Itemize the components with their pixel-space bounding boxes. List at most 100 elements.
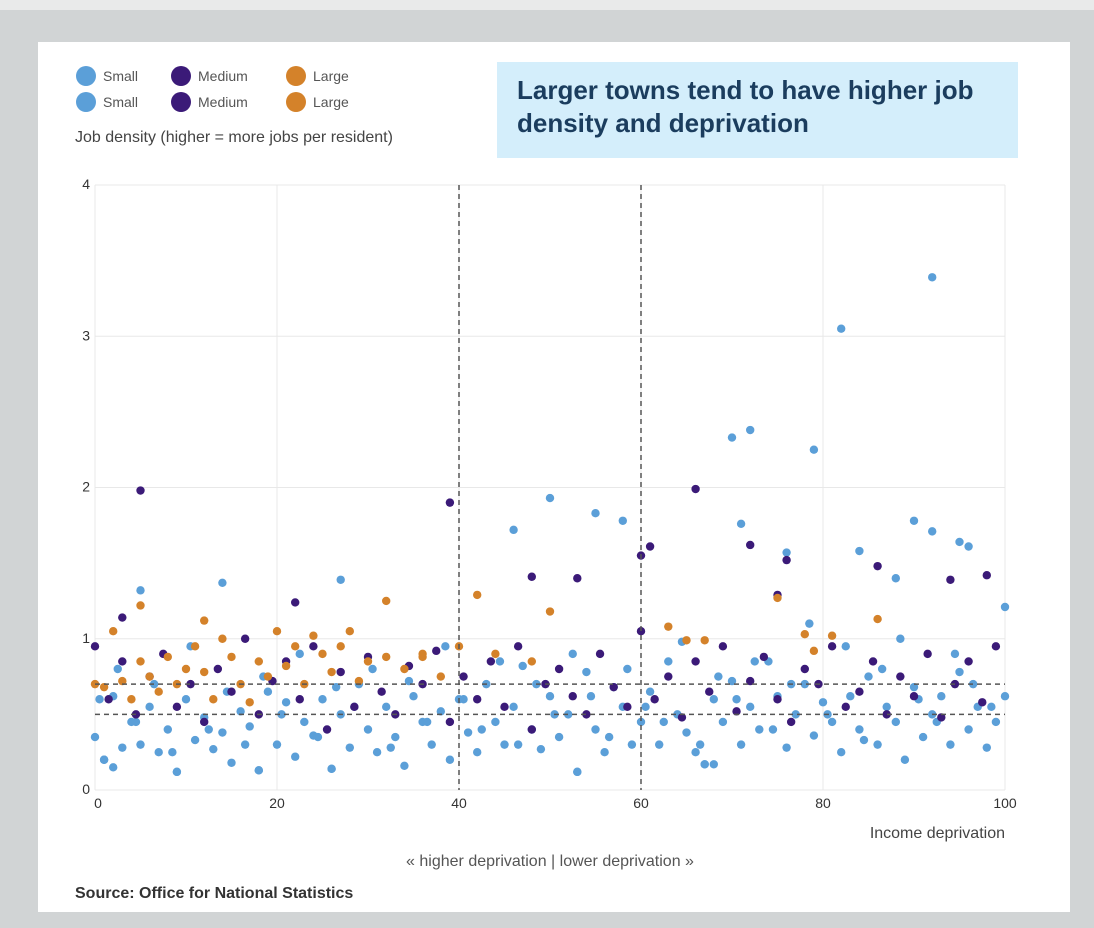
point — [272, 740, 282, 749]
point — [190, 735, 200, 745]
point — [709, 760, 718, 769]
point — [382, 702, 391, 712]
point — [536, 744, 546, 754]
point — [277, 710, 286, 719]
point — [445, 498, 455, 507]
point — [473, 695, 482, 704]
point — [873, 614, 882, 624]
point — [837, 324, 846, 333]
point — [609, 682, 618, 692]
point — [181, 695, 191, 704]
point — [891, 574, 900, 583]
point — [1000, 602, 1010, 612]
point — [582, 667, 591, 677]
point — [154, 687, 163, 696]
point — [573, 574, 582, 583]
point — [145, 672, 154, 681]
point — [436, 672, 445, 681]
point — [545, 692, 555, 701]
point — [736, 519, 746, 528]
point — [946, 740, 955, 749]
point — [295, 695, 304, 704]
point — [564, 710, 573, 719]
point — [263, 687, 273, 696]
point — [313, 732, 323, 742]
chart-title: Larger towns tend to have higher job den… — [497, 62, 1018, 158]
point — [500, 740, 509, 749]
point — [841, 702, 850, 712]
point — [113, 664, 122, 674]
point — [441, 642, 450, 651]
point — [982, 743, 991, 752]
point — [595, 649, 605, 659]
point — [445, 717, 455, 727]
point — [345, 626, 354, 636]
point — [928, 273, 937, 282]
point — [746, 676, 755, 686]
point — [873, 740, 882, 749]
point — [645, 542, 655, 551]
point — [495, 657, 505, 666]
x-axis-label: Income deprivation — [870, 825, 1005, 842]
point — [354, 676, 364, 686]
point — [950, 649, 960, 659]
point — [491, 649, 500, 659]
y-tick-label: 4 — [82, 176, 90, 192]
point — [800, 679, 809, 689]
legend-label: Small — [103, 68, 138, 84]
point — [527, 725, 536, 734]
point — [837, 747, 846, 757]
point — [727, 433, 737, 442]
legend-label: Small — [103, 94, 138, 110]
point — [109, 626, 118, 636]
point — [809, 445, 819, 454]
source: Source: Office for National Statistics — [75, 885, 353, 902]
point — [254, 766, 263, 775]
point — [700, 636, 709, 645]
point — [691, 484, 700, 494]
point — [964, 725, 973, 734]
point — [827, 717, 837, 727]
point — [636, 626, 646, 636]
point — [786, 717, 796, 727]
point — [527, 572, 536, 581]
point — [623, 702, 632, 712]
point — [245, 698, 254, 707]
point — [864, 672, 873, 681]
point — [554, 732, 564, 742]
point — [600, 747, 609, 757]
point — [800, 664, 809, 674]
point — [500, 702, 509, 712]
point — [591, 509, 600, 518]
point — [109, 763, 118, 772]
point — [791, 710, 800, 719]
point — [882, 710, 891, 719]
x-tick-label: 80 — [815, 795, 831, 811]
point — [545, 607, 555, 616]
point — [818, 698, 828, 707]
point — [909, 682, 919, 692]
point — [168, 747, 177, 757]
point — [90, 732, 100, 742]
y-tick-label: 1 — [82, 630, 90, 646]
point — [877, 664, 887, 674]
point — [331, 682, 341, 692]
point — [964, 657, 973, 666]
point — [136, 601, 145, 610]
point — [937, 692, 946, 701]
point — [491, 717, 500, 727]
point — [363, 725, 373, 734]
annotation: « higher deprivation | lower deprivation… — [406, 853, 694, 870]
point — [240, 740, 250, 749]
point — [136, 486, 145, 495]
legend-label: Large — [313, 68, 349, 84]
point — [227, 758, 236, 767]
point — [99, 682, 109, 692]
point — [295, 649, 304, 659]
legend-swatch — [171, 92, 191, 112]
legend-swatch — [76, 92, 96, 112]
point — [882, 702, 891, 712]
point — [987, 702, 996, 712]
